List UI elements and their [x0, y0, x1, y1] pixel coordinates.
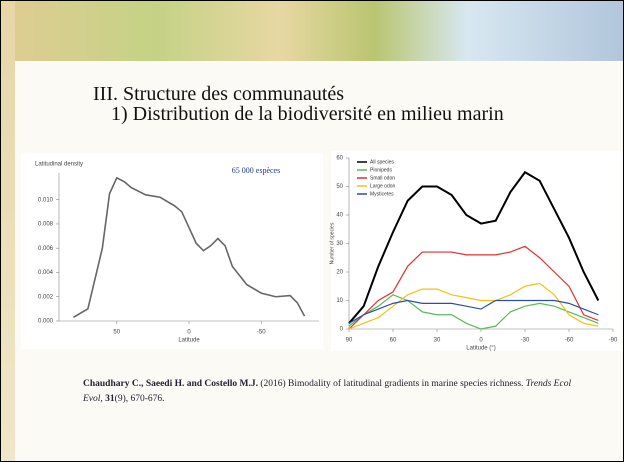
x-tick-label: -30 — [521, 338, 530, 344]
y-tick-label: 40 — [336, 213, 343, 219]
legend-label: Small odon — [370, 175, 395, 181]
legend-label: Pinnipeds — [370, 167, 392, 173]
volume: 31 — [105, 394, 115, 404]
pages: (9), 670-676. — [115, 394, 165, 404]
legend-label: All species — [370, 159, 394, 165]
y-axis-label: Number of species — [329, 222, 335, 264]
x-axis-label: Latitude (°) — [466, 346, 495, 352]
x-tick-label: 90 — [346, 338, 353, 344]
x-tick-label: -90 — [609, 338, 618, 344]
x-tick-label: 30 — [434, 338, 441, 344]
y-tick-label: 0.000 — [38, 319, 54, 325]
citation: Chaudhary C., Saeedi H. and Costello M.J… — [83, 377, 583, 407]
y-tick-label: 10 — [336, 298, 343, 304]
x-tick-label: -50 — [257, 330, 266, 336]
y-tick-label: 20 — [336, 270, 343, 276]
annotation: 65 000 espèces — [232, 166, 280, 175]
chart-title: Latitudinal density — [35, 162, 83, 168]
y-tick-label: 0.006 — [38, 246, 54, 252]
y-tick-label: 0.002 — [38, 294, 54, 300]
x-tick-label: -60 — [565, 338, 574, 344]
y-tick-label: 0.004 — [38, 270, 54, 276]
y-tick-label: 30 — [336, 241, 343, 247]
x-tick-label: 50 — [113, 330, 120, 336]
x-axis-label: Latitude — [178, 338, 200, 344]
y-tick-label: 0.008 — [38, 222, 54, 228]
y-tick-label: 60 — [336, 156, 343, 162]
x-tick-label: 60 — [390, 338, 397, 344]
legend-label: Mysticetes — [370, 191, 394, 197]
slide: III. Structure des communautés 1) Distri… — [0, 0, 624, 462]
authors: Chaudhary C., Saeedi H. and Costello M.J… — [83, 379, 258, 389]
y-tick-label: 0.010 — [38, 197, 54, 203]
y-tick-label: 50 — [336, 184, 343, 190]
chart-bg — [21, 153, 323, 349]
legend-label: Large odon — [370, 183, 396, 189]
citation-text: (2016) Bimodality of latitudinal gradien… — [260, 379, 523, 389]
